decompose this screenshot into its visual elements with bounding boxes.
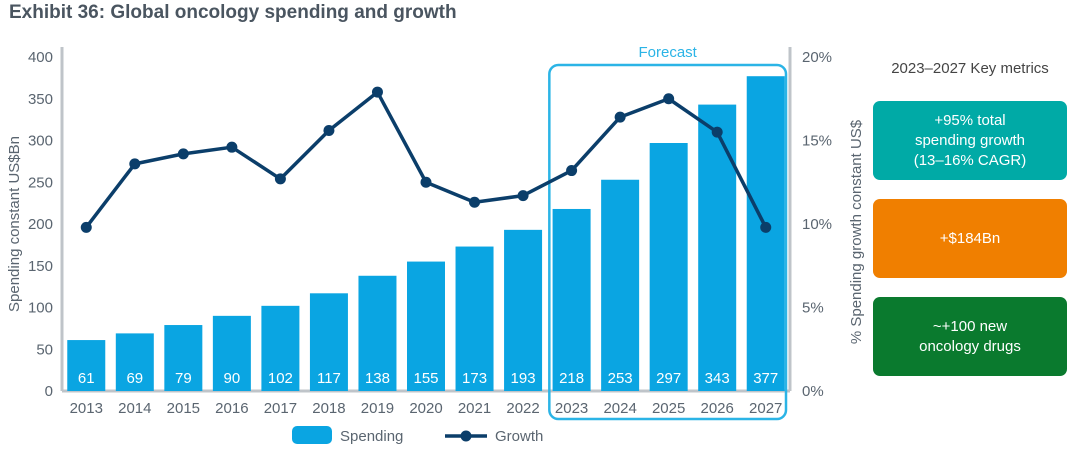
x-tick-label: 2024 [603, 400, 636, 417]
growth-point [517, 190, 529, 202]
x-tick-label: 2027 [749, 400, 782, 417]
legend-growth-label: Growth [495, 428, 543, 445]
bar-value-label: 102 [268, 370, 293, 387]
y-tick-label: 100 [28, 300, 53, 317]
legend-spending-label: Spending [340, 428, 403, 445]
x-tick-label: 2020 [409, 400, 442, 417]
y-tick-label: 400 [28, 49, 53, 66]
bar [115, 333, 154, 391]
bar-value-label: 193 [511, 370, 536, 387]
legend-spending-swatch [292, 426, 332, 444]
chart-title: Exhibit 36: Global oncology spending and… [9, 2, 457, 23]
growth-point [614, 111, 626, 123]
growth-point [226, 141, 238, 153]
metric-line: ~+100 new [932, 317, 1008, 335]
y2-tick-label: 0% [802, 383, 824, 400]
bar [358, 275, 397, 391]
growth-point [274, 173, 286, 185]
growth-point [663, 93, 675, 105]
bar [407, 261, 445, 391]
x-tick-label: 2014 [118, 400, 151, 417]
x-tick-label: 2021 [458, 400, 491, 417]
bar-value-label: 138 [365, 370, 390, 387]
bar [601, 179, 640, 391]
legend-growth-marker [460, 430, 472, 442]
bar [504, 229, 543, 391]
bar-value-label: 90 [224, 370, 241, 387]
y-tick-label: 50 [36, 341, 53, 358]
forecast-label: Forecast [638, 44, 697, 61]
bar-value-label: 173 [462, 370, 487, 387]
metric-line: +95% total [934, 111, 1006, 129]
x-tick-label: 2013 [70, 400, 103, 417]
key-metrics-heading: 2023–2027 Key metrics [891, 60, 1049, 77]
bar-value-label: 253 [608, 370, 633, 387]
y-tick-label: 200 [28, 216, 53, 233]
y2-tick-label: 20% [802, 49, 832, 66]
metric-line: oncology drugs [919, 337, 1021, 355]
y2-tick-label: 5% [802, 300, 824, 317]
y-tick-label: 350 [28, 91, 53, 108]
growth-point [177, 148, 189, 160]
growth-point [469, 196, 481, 208]
y2-axis-title: % Spending growth constant US$ [848, 119, 865, 344]
metric-spending-growth: +95% total spending growth (13–16% CAGR) [873, 101, 1067, 180]
y-tick-label: 150 [28, 258, 53, 275]
y-tick-label: 300 [28, 133, 53, 150]
growth-point [80, 221, 92, 233]
x-tick-label: 2017 [264, 400, 297, 417]
bar-value-label: 218 [559, 370, 584, 387]
metric-spending-increase: +$184Bn [873, 199, 1067, 278]
growth-point [566, 165, 578, 177]
x-tick-label: 2015 [167, 400, 200, 417]
metric-line: (13–16% CAGR) [913, 151, 1027, 169]
bar [67, 340, 106, 391]
growth-point [711, 126, 723, 138]
bar [309, 293, 348, 391]
growth-point [323, 124, 335, 136]
x-tick-label: 2026 [701, 400, 734, 417]
x-tick-label: 2019 [361, 400, 394, 417]
growth-point [371, 86, 383, 98]
metric-line: spending growth [914, 131, 1026, 149]
bar [698, 104, 737, 391]
bar [746, 76, 785, 391]
bar-value-label: 79 [175, 370, 192, 387]
bar-value-label: 69 [126, 370, 143, 387]
forecast-box [548, 63, 788, 421]
bar [649, 143, 688, 391]
bar-value-label: 377 [753, 370, 778, 387]
x-tick-label: 2016 [215, 400, 248, 417]
bar [261, 305, 300, 391]
bar-value-label: 343 [705, 370, 730, 387]
bar [455, 246, 494, 391]
x-tick-label: 2022 [506, 400, 539, 417]
y-axis-title: Spending constant US$Bn [6, 136, 23, 312]
metric-new-drugs: ~+100 new oncology drugs [873, 297, 1067, 376]
y-tick-label: 250 [28, 174, 53, 191]
bar-value-label: 117 [317, 370, 341, 387]
bar-value-label: 61 [78, 370, 95, 387]
metric-line: +$184Bn [939, 229, 1001, 247]
bar [164, 325, 203, 391]
x-tick-label: 2025 [652, 400, 685, 417]
growth-point [129, 158, 141, 170]
x-tick-label: 2018 [312, 400, 345, 417]
growth-point [760, 221, 772, 233]
y2-tick-label: 10% [802, 216, 832, 233]
bar [212, 315, 251, 391]
growth-point [420, 176, 432, 188]
bar-value-label: 155 [413, 370, 438, 387]
y-tick-label: 0 [45, 383, 53, 400]
bar [552, 208, 591, 391]
y2-tick-label: 15% [802, 133, 832, 150]
x-tick-label: 2023 [555, 400, 588, 417]
bar-value-label: 297 [656, 370, 681, 387]
